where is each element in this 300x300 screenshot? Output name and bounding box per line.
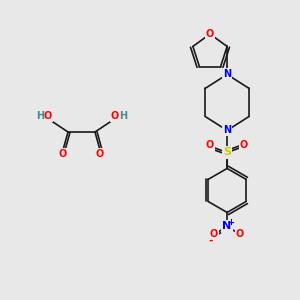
Text: -: - (209, 236, 213, 245)
Text: H: H (119, 111, 127, 121)
Text: +: + (228, 218, 235, 227)
Text: O: O (240, 140, 248, 150)
Text: O: O (236, 230, 244, 239)
Text: N: N (223, 69, 231, 80)
Text: N: N (223, 221, 232, 231)
Text: N: N (223, 125, 231, 135)
Text: O: O (96, 149, 104, 159)
Text: O: O (210, 230, 218, 239)
Text: O: O (206, 29, 214, 39)
Text: H: H (36, 111, 44, 121)
Text: O: O (206, 140, 214, 150)
Text: O: O (44, 111, 52, 121)
Text: S: S (223, 147, 231, 158)
Text: O: O (59, 149, 67, 159)
Text: O: O (111, 111, 119, 121)
